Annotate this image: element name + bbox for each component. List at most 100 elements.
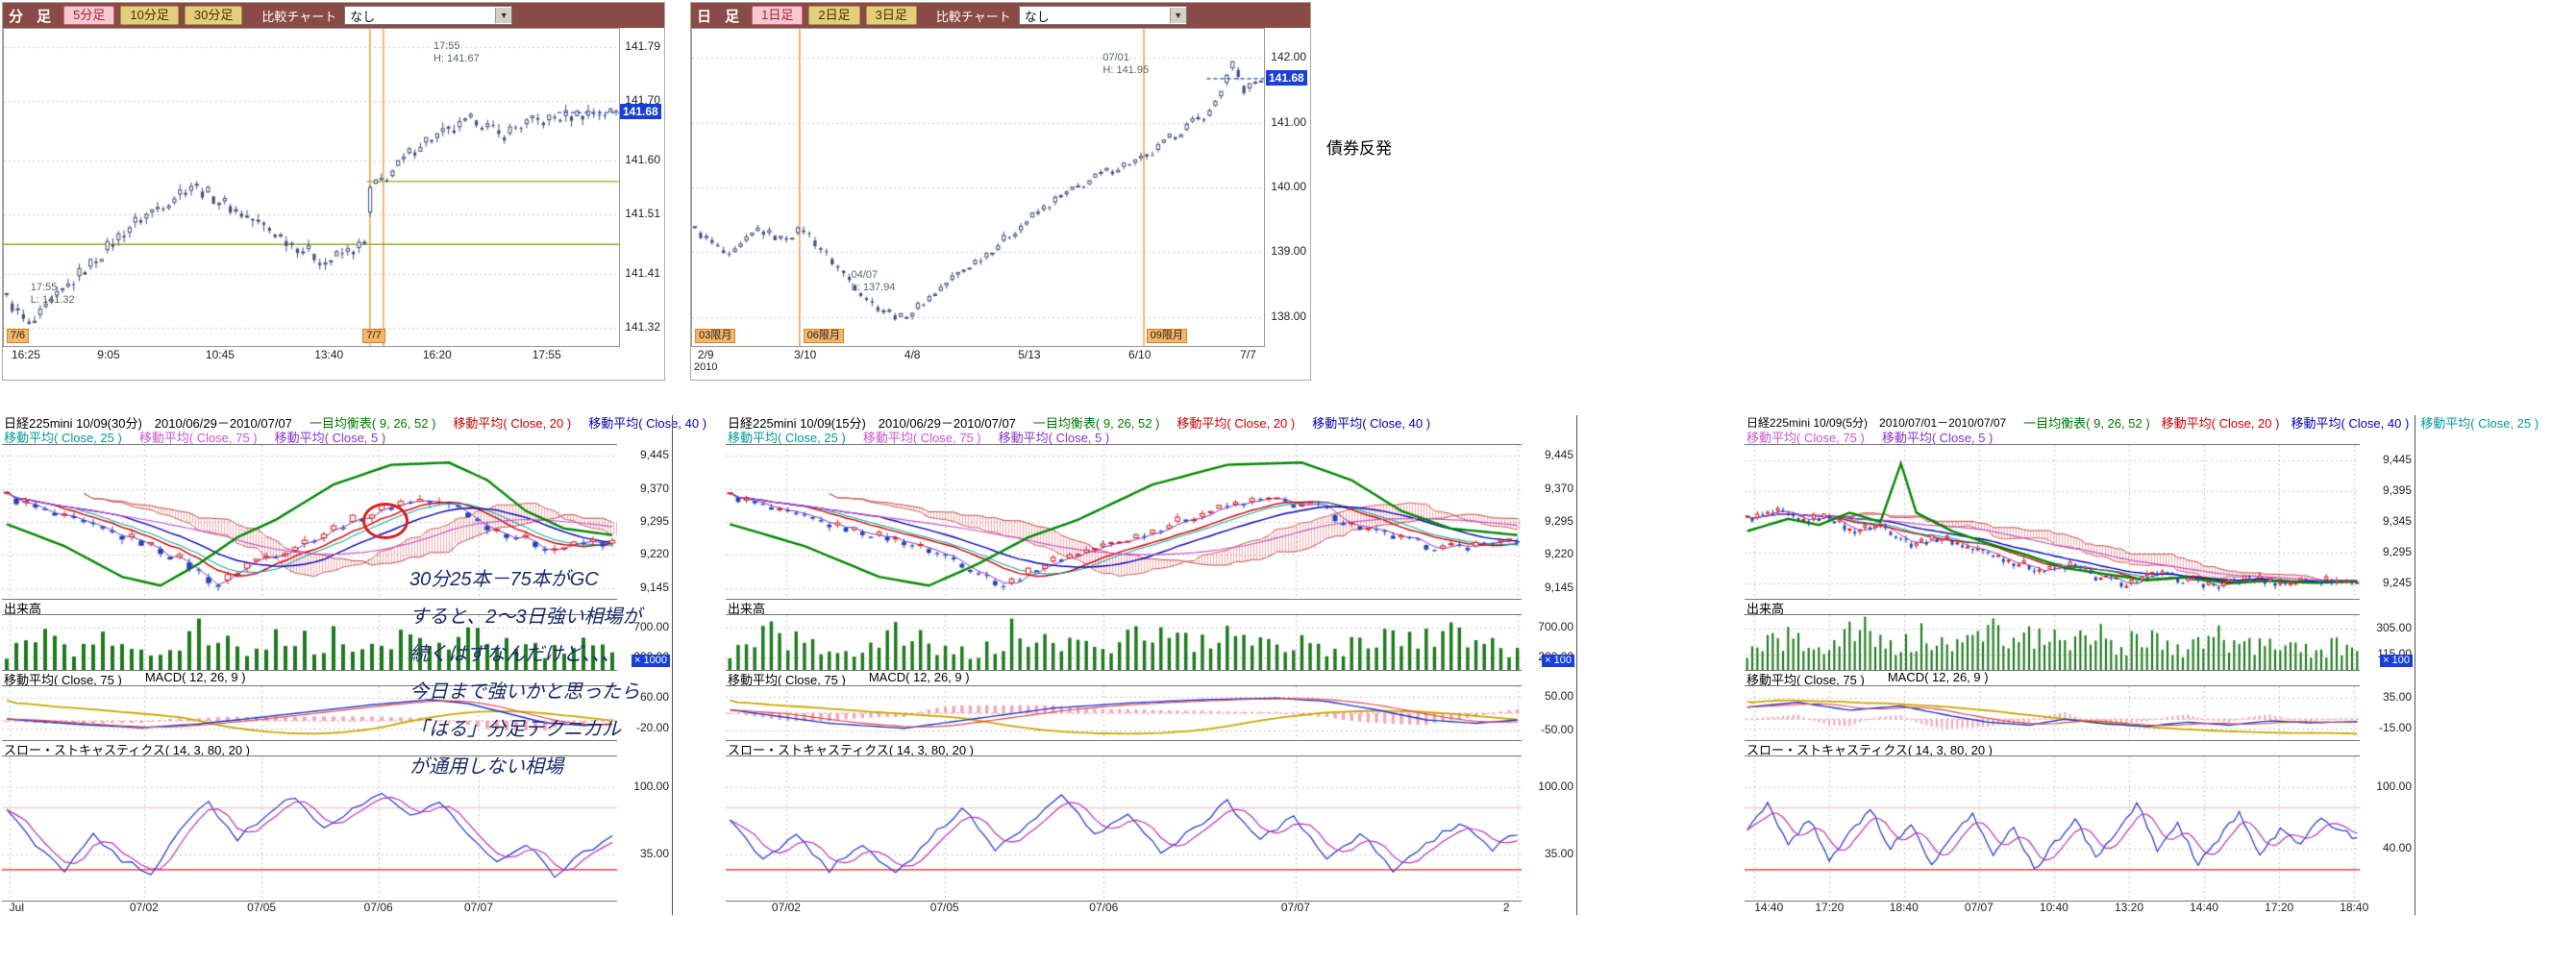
chevron-down-icon[interactable]: ▼ xyxy=(495,8,512,23)
x-axis-label: 13:40 xyxy=(314,348,344,361)
y-axis: 9,445 9,370 9,295 9,220 9,145 xyxy=(619,444,673,598)
volume-canvas[interactable] xyxy=(1745,614,2360,671)
legend-item: 一目均衡表( 9, 26, 52 ) xyxy=(309,416,436,431)
y-axis-label: 9,220 xyxy=(639,547,669,561)
y-axis: 305.00 115.00 × 100 xyxy=(2362,614,2415,669)
x-axis-label: 17:20 xyxy=(2265,901,2294,914)
legend-item: 移動平均( Close, 20 ) xyxy=(453,416,572,431)
stochastics-canvas[interactable] xyxy=(2,755,617,902)
y-axis-label: 100.00 xyxy=(633,779,669,794)
legend-item: 移動平均( Close, 20 ) xyxy=(2161,416,2280,431)
macd-label: MACD( 12, 26, 9 ) xyxy=(144,670,246,684)
x-axis-label: 7/7 xyxy=(1240,348,1256,361)
x-axis-label: 07/02 xyxy=(771,901,801,914)
tab-3日足[interactable]: 3日足 xyxy=(865,6,917,25)
tab-1日足[interactable]: 1日足 xyxy=(752,6,804,25)
y-axis-label: 138.00 xyxy=(1271,309,1306,323)
macd-canvas[interactable] xyxy=(1745,685,2360,741)
x-axis-label: 07/06 xyxy=(1089,901,1119,914)
high-label: 17:55 H: 141.67 xyxy=(433,40,480,65)
legend-item: 移動平均( Close, 40 ) xyxy=(2291,416,2410,431)
x-axis-label: 6/10 xyxy=(1128,348,1152,361)
price-badge: 141.68 xyxy=(620,104,661,120)
legend-item: 移動平均( Close, 75 ) xyxy=(1746,431,1865,445)
price-chart-canvas[interactable] xyxy=(726,444,1522,600)
nikkei-15min-panel: 日経225mini 10/09(15分) 2010/06/29－2010/07/… xyxy=(726,415,1577,950)
price-chart-canvas[interactable] xyxy=(691,28,1265,347)
price-chart-canvas[interactable] xyxy=(3,28,620,347)
price-chart-canvas[interactable] xyxy=(2,444,617,600)
gc-circle-annotation xyxy=(362,503,409,539)
y-axis-label: 9,245 xyxy=(2382,576,2412,589)
y-axis: 35.00 -15.00 xyxy=(2362,685,2415,739)
compare-chart-select[interactable]: なし ▼ xyxy=(344,6,513,25)
stochastics-canvas[interactable] xyxy=(726,755,1522,902)
legend-item: 移動平均( Close, 40 ) xyxy=(1312,416,1431,431)
macd-canvas[interactable] xyxy=(726,685,1522,741)
y-axis: 142.00 141.00 140.00 139.00 138.00 141.68 xyxy=(1266,28,1310,347)
y-axis-label: 9,370 xyxy=(1544,481,1573,495)
y-axis-label: 141.79 xyxy=(625,38,660,53)
y-axis-label: 9,370 xyxy=(639,481,669,495)
volume-label: 出来高 xyxy=(1746,602,1785,616)
timeframe-tabs: 5分足 10分足 30分足 xyxy=(63,6,243,25)
compare-chart-value: なし xyxy=(350,9,376,24)
x-axis-label: 18:40 xyxy=(2340,901,2369,914)
scale-badge: × 1000 xyxy=(632,655,670,667)
price-chart-canvas[interactable] xyxy=(1745,444,2360,600)
daily-chart-plot: 142.00 141.00 140.00 139.00 138.00 141.68 03限… xyxy=(691,28,1310,347)
x-axis-label: 07/02 xyxy=(129,901,159,914)
y-axis-label: 100.00 xyxy=(1538,779,1573,794)
legend-item: 一目均衡表( 9, 26, 52 ) xyxy=(2023,416,2150,431)
x-axis-label: 10:40 xyxy=(2039,901,2068,914)
stochastics-canvas[interactable] xyxy=(1745,755,2360,902)
handwritten-note: 30分25本－75本がGC すると、2～3日強い相場が 続くはずなんだけど、、、 今日… xyxy=(409,569,642,778)
macd-canvas[interactable] xyxy=(2,685,617,741)
y-axis: 700.00200.00× 100 xyxy=(1523,614,1577,669)
y-axis: 9,445 9,370 9,295 9,220 9,145 xyxy=(1523,444,1577,598)
daily-chart-panel: 日 足 1日足 2日足 3日足 比較チャート なし ▼ 142.00 141.00 14… xyxy=(690,2,1311,381)
macd-label: MACD( 12, 26, 9 ) xyxy=(1887,670,1989,684)
x-axis: 16:25 9:05 10:45 13:40 16:20 17:55 xyxy=(3,347,618,364)
compare-chart-label: 比較チャート xyxy=(261,9,337,24)
x-axis-label: 14:40 xyxy=(2190,901,2219,914)
stochastics-label: スロー・ストキャスティクス( 14, 3, 80, 20 ) xyxy=(4,743,250,757)
chart-title: 日経225mini 10/09(30分) 2010/06/29－2010/07/… xyxy=(4,416,292,431)
y-axis-label: 9,445 xyxy=(639,448,669,462)
legend-item: 移動平均( Close, 25 ) xyxy=(2420,416,2539,431)
volume-canvas[interactable] xyxy=(726,614,1522,671)
compare-chart-value: なし xyxy=(1024,9,1050,24)
y-axis-label: -15.00 xyxy=(2378,720,2412,734)
chart-title: 日経225mini 10/09(5分) 2010/07/01－2010/07/0… xyxy=(1746,416,2007,430)
tab-30分足[interactable]: 30分足 xyxy=(184,6,243,25)
tab-10分足[interactable]: 10分足 xyxy=(120,6,179,25)
x-axis-label: Jul xyxy=(9,901,25,914)
y-axis-label: 60.00 xyxy=(639,690,669,704)
chevron-down-icon[interactable]: ▼ xyxy=(1169,8,1186,23)
tab-2日足[interactable]: 2日足 xyxy=(808,6,860,25)
x-axis-label: 07/05 xyxy=(247,901,277,914)
ma75-label: 移動平均( Close, 75 ) xyxy=(1746,673,1865,687)
y-axis-label: 139.00 xyxy=(1271,244,1306,259)
session-marker: 09限月 xyxy=(1146,329,1187,343)
ma75-label: 移動平均( Close, 75 ) xyxy=(728,673,846,687)
low-label: 17:55 L: 141.32 xyxy=(30,282,75,306)
legend-item: 移動平均( Close, 40 ) xyxy=(588,416,707,431)
y-axis-label: 9,295 xyxy=(639,514,669,528)
x-axis-label: 07/06 xyxy=(363,901,393,914)
compare-chart-select[interactable]: なし ▼ xyxy=(1018,6,1187,25)
y-axis-label: 141.00 xyxy=(1271,114,1306,129)
panel-title: 分 足 xyxy=(9,8,57,25)
volume-canvas[interactable] xyxy=(2,614,617,671)
tab-5分足[interactable]: 5分足 xyxy=(63,6,115,25)
x-axis-label: 3/10 xyxy=(793,348,817,361)
stochastics-label: スロー・ストキャスティクス( 14, 3, 80, 20 ) xyxy=(1746,743,1993,757)
nikkei-5min-panel: 日経225mini 10/09(5分) 2010/07/01－2010/07/0… xyxy=(1745,415,2539,950)
y-axis-label: 40.00 xyxy=(2382,841,2412,855)
x-axis-label: 4/8 xyxy=(904,348,921,361)
session-marker: 06限月 xyxy=(803,329,844,343)
low-label: 04/07 L: 137.94 xyxy=(851,268,896,293)
y-axis: 700.00200.00× 1000 xyxy=(619,614,673,669)
bond-rebound-note: 債券反発 xyxy=(1326,139,1392,158)
